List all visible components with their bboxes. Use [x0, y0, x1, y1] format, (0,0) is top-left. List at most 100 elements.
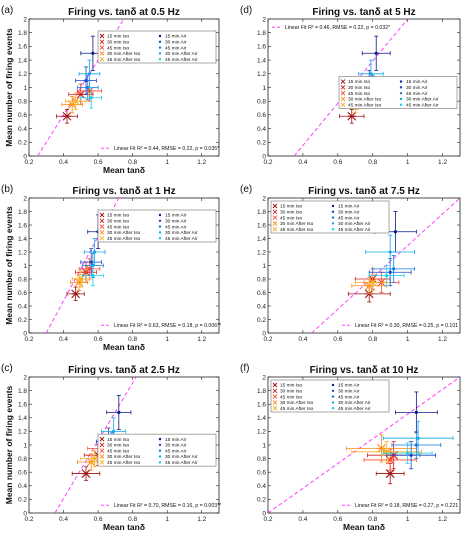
x-tick-label: 0.6 [333, 336, 342, 343]
fit-legend: Linear Fit R² = 0.63, RMSE = 0.18, p = 0… [101, 323, 221, 329]
legend-label: 30 min Air [406, 85, 428, 91]
point-marker-dot [87, 72, 92, 76]
fit-line [293, 19, 409, 156]
legend-label: 30 min Iso [280, 210, 302, 216]
panel-title: Firing vs. tanδ at 2.5 Hz [68, 365, 180, 376]
x-tick-label: 0.4 [298, 336, 307, 343]
legend-marker [158, 58, 162, 61]
legend-marker [99, 218, 105, 224]
panel-letter: (a) [1, 5, 13, 16]
y-tick-label: 0.4 [18, 126, 27, 133]
x-tick-label: 1.2 [438, 336, 447, 343]
legend-label: 30 min Iso [107, 219, 129, 225]
y-axis-label: Mean number of firing events [4, 28, 14, 147]
panel-letter: (b) [1, 184, 13, 195]
x-tick-label: 1.2 [197, 159, 206, 166]
legend-marker [158, 237, 162, 240]
x-tick-label: 0.6 [333, 516, 342, 523]
data-point [351, 441, 423, 463]
y-tick-label: 2 [23, 16, 27, 23]
legend-marker [99, 212, 105, 218]
legend-marker [340, 102, 346, 108]
y-tick-label: 2 [23, 195, 27, 202]
legend-marker [331, 401, 335, 404]
panel-title: Firing vs. tanδ at 1 Hz [72, 186, 175, 197]
legend-label: 45 min Iso [280, 215, 302, 221]
y-tick-label: 2 [23, 374, 27, 381]
legend-marker [331, 222, 335, 225]
point-marker-dot [406, 451, 410, 455]
data-point [372, 254, 416, 283]
legend-label: 15 min Air [165, 213, 187, 219]
x-tick-label: 0.2 [24, 516, 33, 523]
legend-marker [272, 203, 278, 209]
x-tick-label: 1 [406, 516, 410, 523]
legend-label: 45 min Iso [107, 448, 129, 454]
data-point [80, 87, 102, 109]
x-tick-label: 1 [165, 516, 169, 523]
data-point [391, 430, 442, 460]
y-tick-label: 0.4 [18, 483, 27, 490]
point-marker-dot [416, 436, 420, 440]
legend-label: 45 min After Air [406, 102, 439, 108]
y-tick-label: 1 [262, 85, 266, 92]
legend-label: 45 min After Air [165, 57, 198, 63]
fit-group [293, 19, 409, 156]
y-tick-label: 1.4 [257, 236, 266, 243]
y-tick-label: 0 [23, 510, 27, 517]
y-tick-label: 1 [23, 442, 27, 449]
data-point [339, 109, 365, 124]
x-tick-label: 0.4 [59, 159, 68, 166]
fit-label: Linear Fit R² = 0.44, RMSE = 0.22, p = 0… [114, 146, 219, 152]
panel-2: (b) Firing vs. tanδ at 1 Hz00.20.40.60.81… [1, 184, 221, 352]
legend-marker [158, 213, 162, 217]
legend-marker [340, 96, 346, 102]
point-marker-dot [374, 51, 378, 55]
point-marker-dot [93, 250, 97, 254]
fit-legend: Linear Fit R² = 0.46, RMSE = 0.22, p = 0… [272, 25, 390, 31]
legend-label: 45 min After Air [338, 406, 371, 412]
legend-marker [340, 90, 346, 96]
legend-label: 30 min Air [338, 210, 360, 216]
panel-3: (e) Firing vs. tanδ at 7.5 Hz00.20.40.60.… [240, 184, 461, 343]
fit-label: Linear Fit R² = 0.18, RMSE = 0.27, p = 0… [355, 503, 458, 509]
legend-marker [99, 224, 105, 229]
legend-marker [99, 39, 105, 45]
legend-marker [399, 97, 403, 101]
y-tick-label: 1.8 [257, 209, 266, 216]
fit-legend: Linear Fit R² = 0.18, RMSE = 0.27, p = 0… [342, 503, 458, 509]
fit-legend: Linear Fit R² = 0.30, RMSE = 0.25, p = 0… [342, 323, 458, 329]
legend-label: 30 min After Air [165, 230, 198, 236]
legend-marker [340, 85, 346, 90]
legend-label: 30 min After Air [406, 97, 439, 103]
fit-legend: Linear Fit R² = 0.70, RMSE = 0.16, p = 0… [101, 503, 221, 509]
x-tick-label: 0.4 [298, 159, 307, 166]
x-axis-label: Mean tanδ [103, 165, 145, 175]
legend-marker [99, 442, 105, 448]
x-tick-label: 0.6 [94, 336, 103, 343]
y-tick-label: 1.4 [18, 57, 27, 64]
points-group [346, 391, 454, 485]
x-tick-label: 0.4 [298, 516, 307, 523]
y-axis-label: Mean number of firing events [4, 206, 14, 325]
y-tick-label: 1.8 [18, 30, 27, 37]
legend-marker [272, 215, 278, 220]
legend-marker [158, 443, 162, 447]
y-tick-label: 0 [262, 330, 266, 337]
legend-label: 30 min Air [165, 443, 187, 449]
y-tick-label: 1.6 [257, 222, 266, 229]
y-tick-label: 0 [262, 510, 266, 517]
legend-label: 45 min Air [338, 394, 360, 400]
legend-label: 45 min Iso [280, 394, 302, 400]
x-tick-label: 1.2 [197, 336, 206, 343]
legend-label: 45 min Iso [348, 91, 370, 97]
y-tick-label: 0.8 [18, 276, 27, 283]
legend-marker [331, 210, 335, 213]
legend-box [97, 433, 217, 467]
point-marker-dot [369, 72, 373, 76]
legend-label: 30 min After Air [165, 51, 198, 57]
legend-marker [331, 228, 335, 231]
